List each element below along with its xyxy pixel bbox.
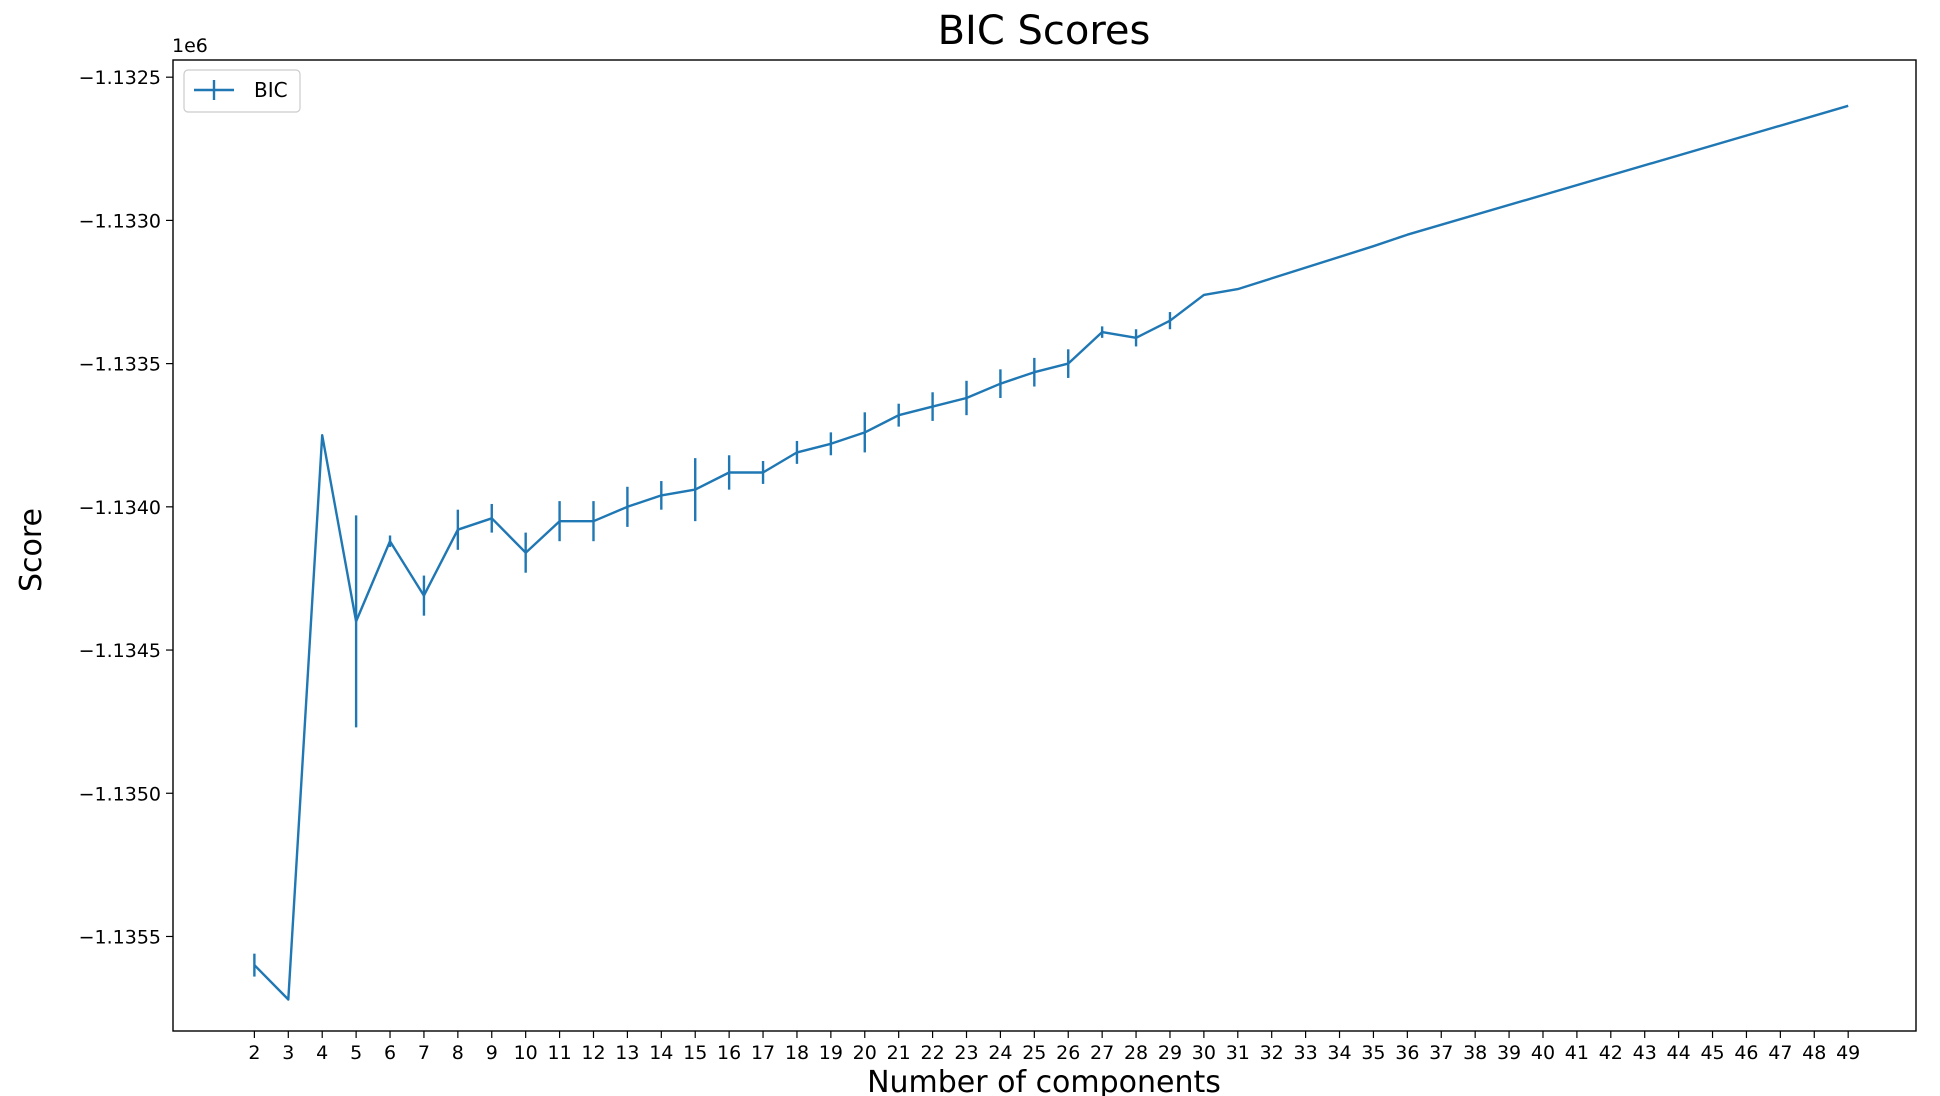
x-tick-label: 19 — [819, 1042, 843, 1064]
x-tick-label: 41 — [1565, 1042, 1589, 1064]
x-tick-label: 21 — [887, 1042, 911, 1064]
x-tick-label: 40 — [1531, 1042, 1555, 1064]
x-tick-label: 28 — [1124, 1042, 1148, 1064]
x-tick-label: 29 — [1158, 1042, 1182, 1064]
x-tick-label: 11 — [547, 1042, 571, 1064]
x-tick-label: 5 — [350, 1042, 362, 1064]
y-tick-label: −1.1355 — [79, 926, 161, 948]
x-tick-label: 26 — [1056, 1042, 1080, 1064]
plot-frame — [172, 59, 1917, 1032]
x-tick-label: 38 — [1463, 1042, 1487, 1064]
x-tick-label: 27 — [1090, 1042, 1114, 1064]
legend: BIC — [183, 69, 301, 113]
y-tick-label: −1.1325 — [79, 67, 161, 89]
x-tick-label: 47 — [1768, 1042, 1792, 1064]
x-tick-label: 36 — [1395, 1042, 1419, 1064]
x-tick-label: 17 — [751, 1042, 775, 1064]
x-tick-label: 39 — [1497, 1042, 1521, 1064]
x-tick-label: 42 — [1599, 1042, 1623, 1064]
y-tick-label: −1.1340 — [79, 497, 161, 519]
x-tick-label: 35 — [1361, 1042, 1385, 1064]
y-tick-label: −1.1330 — [79, 210, 161, 232]
x-tick-label: 46 — [1734, 1042, 1758, 1064]
x-tick-label: 30 — [1192, 1042, 1216, 1064]
x-tick-label: 9 — [486, 1042, 498, 1064]
x-tick-label: 24 — [988, 1042, 1012, 1064]
x-tick-label: 4 — [316, 1042, 328, 1064]
x-tick-label: 23 — [954, 1042, 978, 1064]
x-tick-label: 15 — [683, 1042, 707, 1064]
x-tick-label: 8 — [452, 1042, 464, 1064]
plot-area: 2 3 4 5 6 7 8 9 10 11 12 13 14 15 16 17 18 19 20 21 22 23 24 25… — [79, 59, 1917, 1064]
x-tick-label: 43 — [1633, 1042, 1657, 1064]
x-tick-label: 18 — [785, 1042, 809, 1064]
y-tick-label: −1.1350 — [79, 783, 161, 805]
y-axis-offset-label: 1e6 — [172, 35, 208, 57]
x-axis-label: Number of components — [867, 1065, 1221, 1096]
x-tick-label: 6 — [384, 1042, 396, 1064]
legend-label: BIC — [254, 78, 288, 102]
x-tick-label: 14 — [649, 1042, 673, 1064]
x-tick-label: 3 — [282, 1042, 294, 1064]
x-tick-label: 12 — [581, 1042, 605, 1064]
x-tick-label: 32 — [1260, 1042, 1284, 1064]
x-tick-label: 2 — [248, 1042, 260, 1064]
x-tick-label: 31 — [1226, 1042, 1250, 1064]
x-tick-label: 25 — [1022, 1042, 1046, 1064]
chart-title: BIC Scores — [938, 8, 1151, 54]
x-tick-label: 16 — [717, 1042, 741, 1064]
y-tick-label: −1.1335 — [79, 354, 161, 376]
y-axis-label: Score — [14, 508, 49, 592]
x-tick-label: 22 — [921, 1042, 945, 1064]
x-tick-label: 7 — [418, 1042, 430, 1064]
x-tick-label: 13 — [615, 1042, 639, 1064]
x-tick-label: 33 — [1294, 1042, 1318, 1064]
x-tick-label: 48 — [1802, 1042, 1826, 1064]
x-tick-label: 34 — [1327, 1042, 1351, 1064]
x-tick-label: 37 — [1429, 1042, 1453, 1064]
y-tick-label: −1.1345 — [79, 640, 161, 662]
x-tick-label: 45 — [1700, 1042, 1724, 1064]
x-tick-label: 20 — [853, 1042, 877, 1064]
x-tick-label: 49 — [1836, 1042, 1860, 1064]
x-tick-label: 10 — [514, 1042, 538, 1064]
x-tick-label: 44 — [1667, 1042, 1691, 1064]
